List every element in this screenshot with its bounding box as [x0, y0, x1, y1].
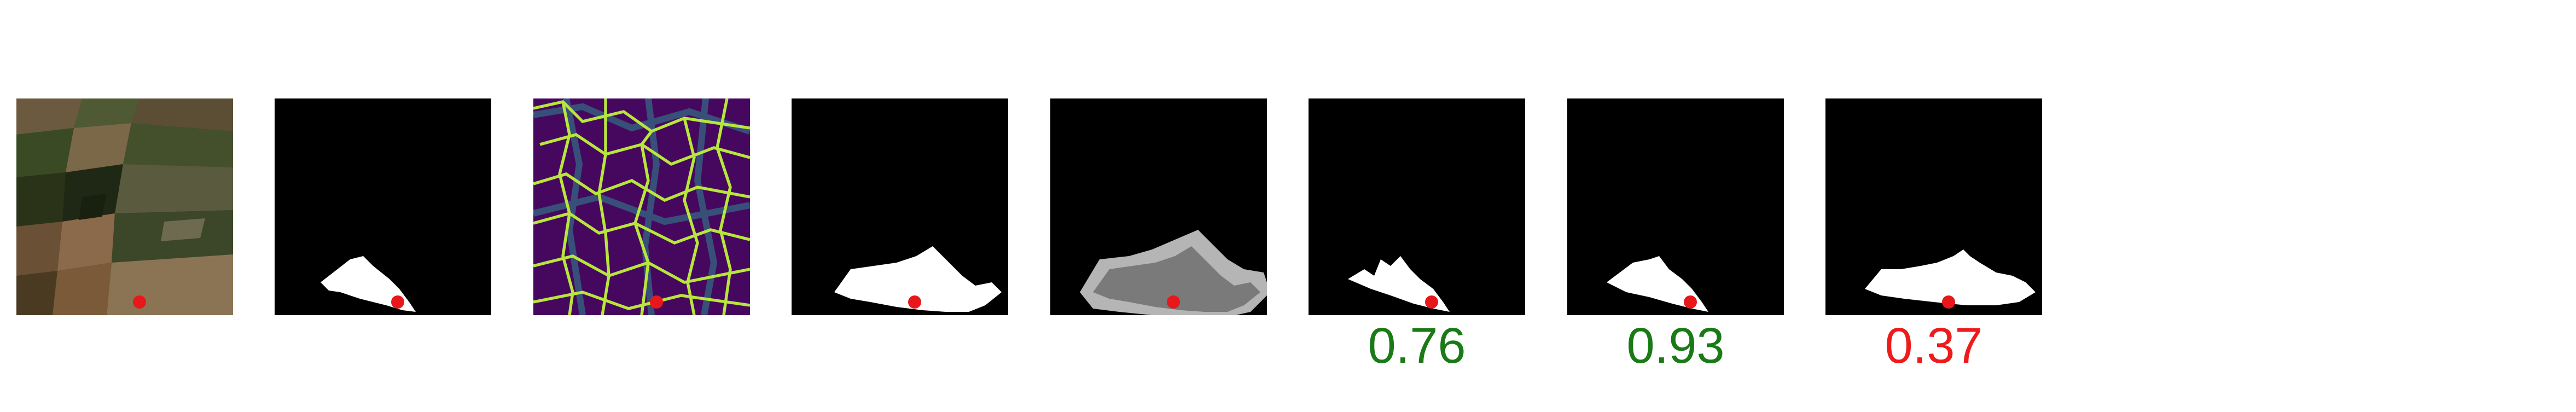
- uncertainty-mask-panel: [1050, 98, 1267, 315]
- uncertainty-mask: [1050, 98, 1267, 315]
- score-prediction-3: 0.37: [1885, 318, 1983, 374]
- prediction-mask-2-panel: [1567, 98, 1784, 315]
- score-prediction-1: 0.76: [1368, 318, 1466, 374]
- boundary-map-panel: [533, 98, 750, 315]
- ground-truth-mask-panel: [275, 98, 491, 315]
- point-marker: [1942, 295, 1955, 309]
- input-mask: [792, 98, 1008, 315]
- prediction-mask-1: [1309, 98, 1525, 315]
- satellite-image-panel: [16, 98, 233, 315]
- point-marker: [133, 295, 146, 309]
- prediction-mask-3-panel: [1825, 98, 2042, 315]
- score-prediction-2: 0.93: [1626, 318, 1725, 374]
- point-marker: [908, 295, 921, 309]
- input-mask-panel: [792, 98, 1008, 315]
- point-marker: [1684, 295, 1697, 309]
- edge-heatmap: [533, 98, 750, 315]
- point-marker: [1425, 295, 1438, 309]
- point-marker: [1167, 295, 1180, 309]
- ground-truth-mask: [275, 98, 491, 315]
- satellite-image: [16, 98, 233, 315]
- point-marker: [650, 295, 663, 309]
- prediction-mask-1-panel: [1309, 98, 1525, 315]
- prediction-mask-3: [1825, 98, 2042, 315]
- point-marker: [391, 295, 404, 309]
- prediction-mask-2: [1567, 98, 1784, 315]
